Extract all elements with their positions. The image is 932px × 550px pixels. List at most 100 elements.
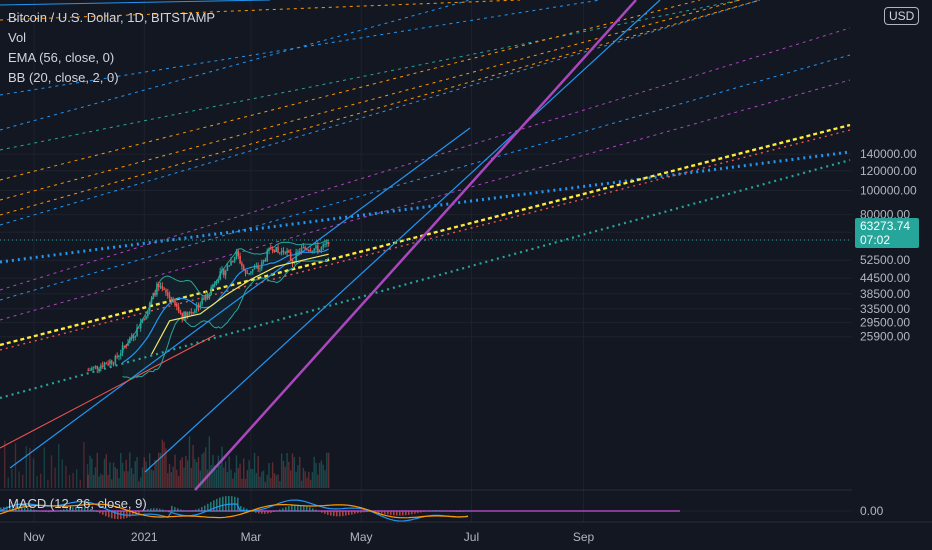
macd-histogram-bar	[72, 507, 74, 512]
macd-histogram-bar	[375, 511, 377, 513]
candle-body	[307, 250, 310, 252]
candle-body	[123, 345, 126, 347]
volume-bar	[112, 462, 115, 488]
macd-histogram-bar	[120, 511, 122, 520]
candle-body	[224, 270, 227, 276]
macd-histogram-bar	[105, 511, 107, 517]
legend-vol[interactable]: Vol	[8, 30, 27, 45]
macd-histogram-bar	[456, 511, 458, 512]
macd-histogram-bar	[390, 511, 392, 515]
macd-histogram-bar	[228, 495, 230, 512]
candle-body	[327, 242, 330, 244]
macd-histogram-bar	[396, 511, 398, 516]
volume-bar	[205, 447, 207, 488]
candle-body	[107, 364, 109, 366]
macd-histogram-bar	[48, 511, 50, 513]
macd-histogram-bar	[93, 510, 95, 512]
volume-bar	[47, 479, 49, 488]
volume-bar	[214, 465, 216, 488]
symbol-title[interactable]: Bitcoin / U.S. Dollar, 1D, BITSTAMP	[8, 10, 216, 25]
volume-bar	[259, 476, 261, 488]
macd-histogram-bar	[27, 508, 29, 512]
macd-histogram-bar	[126, 511, 128, 518]
volume-bar	[107, 474, 109, 488]
volume-bar	[83, 442, 85, 488]
macd-histogram-bar	[219, 497, 221, 512]
macd-histogram-bar	[21, 506, 23, 512]
macd-histogram-bar	[60, 509, 62, 512]
volume-bar	[136, 457, 138, 488]
volume-bar	[304, 471, 306, 488]
candle-body	[94, 365, 97, 367]
candle-body	[206, 295, 209, 299]
macd-histogram-bar	[282, 508, 284, 512]
macd-histogram-bar	[327, 511, 329, 515]
price-tick-label: 140000.00	[860, 147, 917, 161]
volume-bar	[36, 476, 38, 488]
macd-histogram-bar	[240, 506, 242, 512]
candle-body	[194, 310, 196, 313]
candle-body	[87, 370, 90, 372]
volume-bar	[163, 441, 165, 488]
candle-body	[174, 298, 176, 304]
macd-histogram-bar	[450, 511, 452, 512]
candle-body	[89, 369, 91, 371]
volume-bar	[94, 467, 97, 488]
candle-body	[176, 303, 178, 307]
macd-histogram-bar	[78, 506, 80, 512]
macd-histogram-bar	[366, 511, 368, 513]
volume-bar	[32, 458, 35, 488]
macd-histogram-bar	[117, 511, 119, 520]
candle-body	[119, 353, 122, 356]
volume-bar	[327, 452, 330, 488]
macd-histogram-bar	[132, 511, 134, 516]
legend-ema[interactable]: EMA (56, close, 0)	[8, 50, 115, 65]
macd-histogram-bar	[186, 510, 188, 512]
volume-bar	[297, 465, 299, 488]
last-price-value: 63273.74	[860, 219, 911, 233]
macd-histogram-bar	[6, 506, 8, 512]
candle-body	[324, 244, 326, 246]
macd-histogram-bar	[435, 510, 437, 512]
candle-body	[326, 242, 328, 245]
macd-histogram-bar	[324, 511, 326, 514]
candle-body	[260, 262, 263, 269]
volume-bar	[288, 461, 290, 488]
price-tick-label: 33500.00	[860, 302, 910, 316]
candle-body	[116, 355, 118, 358]
volume-bar	[315, 463, 317, 488]
candle-body	[125, 345, 127, 347]
candle-body	[134, 335, 137, 338]
candle-body	[92, 366, 95, 369]
candle-body	[129, 338, 131, 344]
volume-bar	[277, 474, 279, 488]
currency-badge[interactable]: USD	[884, 7, 920, 25]
volume-bar	[79, 479, 81, 488]
volume-bar	[101, 475, 104, 488]
macd-histogram-bar	[438, 510, 440, 512]
price-tick-label: 0.00	[860, 504, 884, 518]
volume-bar	[18, 471, 20, 488]
candle-body	[204, 295, 207, 300]
candle-body	[288, 250, 290, 253]
macd-histogram-bar	[171, 505, 173, 512]
candle-body	[109, 360, 111, 365]
volume-bar	[86, 463, 89, 488]
volume-bar	[326, 452, 328, 488]
candle-body	[101, 365, 104, 367]
candle-body	[241, 263, 243, 267]
legend-bb[interactable]: BB (20, close, 2, 0)	[8, 70, 119, 85]
candle-body	[166, 292, 169, 296]
macd-histogram-bar	[408, 511, 410, 515]
bb-basis	[122, 248, 329, 364]
macd-histogram-bar	[213, 500, 215, 512]
candle-body	[156, 283, 158, 295]
macd-histogram-bar	[174, 507, 176, 512]
legend-macd[interactable]: MACD (12, 26, close, 9)	[8, 496, 147, 511]
macd-histogram-bar	[51, 511, 53, 512]
volume-bar	[241, 478, 243, 488]
volume-bar	[134, 461, 136, 488]
trend-line	[0, 27, 851, 291]
candle-body	[253, 267, 256, 270]
volume-bar	[167, 473, 169, 488]
